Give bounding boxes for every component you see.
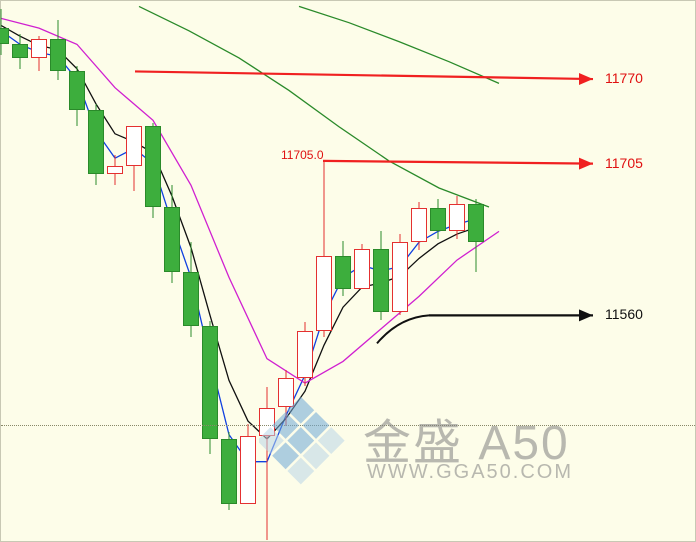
chart-area: 11705.0 117701170511560 金盛 A50 WWW.GGA50… (0, 0, 696, 542)
brand-logo-icon (259, 395, 354, 490)
arrow-label: 11560 (605, 306, 643, 322)
brand-url-label: WWW.GGA50.COM (367, 461, 573, 484)
